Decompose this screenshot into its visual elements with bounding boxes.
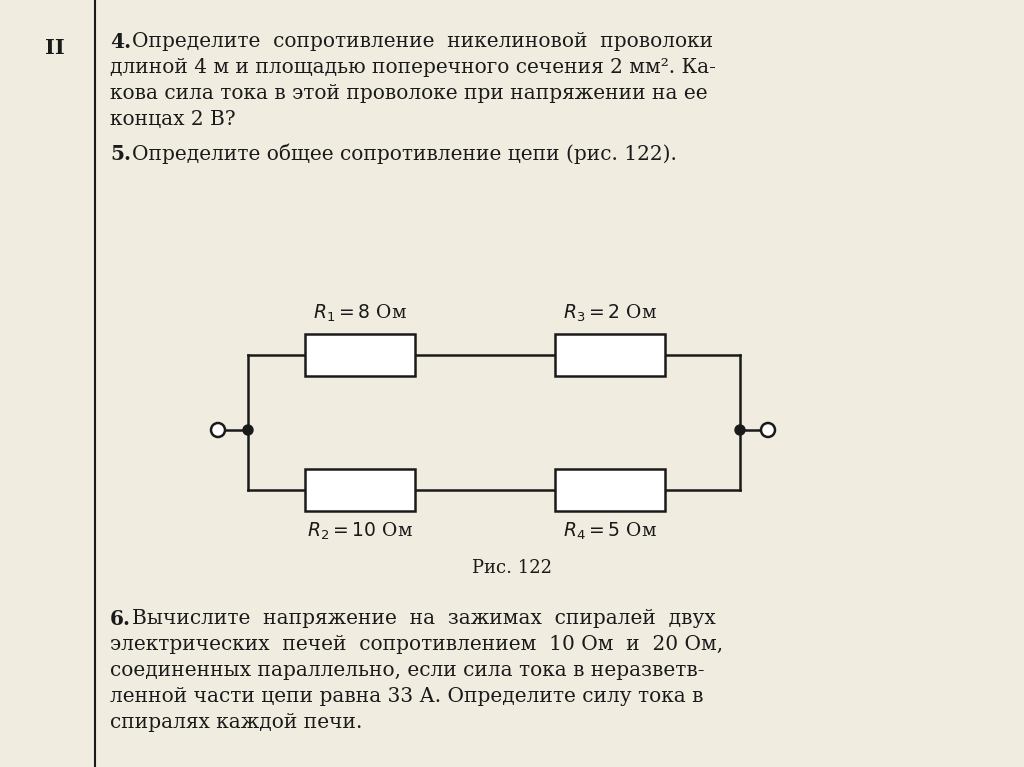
Text: II: II	[45, 38, 65, 58]
Text: Вычислите  напряжение  на  зажимах  спиралей  двух: Вычислите напряжение на зажимах спиралей…	[132, 609, 716, 628]
Circle shape	[761, 423, 775, 437]
Text: 5.: 5.	[110, 144, 131, 164]
Bar	[555, 469, 665, 511]
Circle shape	[211, 423, 225, 437]
Text: концах 2 В?: концах 2 В?	[110, 110, 236, 129]
Text: 6.: 6.	[110, 609, 131, 629]
Text: Определите общее сопротивление цепи (рис. 122).: Определите общее сопротивление цепи (рис…	[132, 144, 677, 164]
Bar	[305, 334, 415, 376]
Text: $R_1 = 8$ Ом: $R_1 = 8$ Ом	[313, 303, 408, 324]
Text: $R_2 = 10$ Ом: $R_2 = 10$ Ом	[307, 521, 413, 542]
Text: $R_3 = 2$ Ом: $R_3 = 2$ Ом	[563, 303, 657, 324]
Text: Рис. 122: Рис. 122	[472, 559, 552, 577]
Text: Определите  сопротивление  никелиновой  проволоки: Определите сопротивление никелиновой про…	[132, 32, 713, 51]
Text: 4.: 4.	[110, 32, 131, 52]
Text: электрических  печей  сопротивлением  10 Ом  и  20 Ом,: электрических печей сопротивлением 10 Ом…	[110, 635, 723, 654]
Circle shape	[735, 425, 745, 435]
Text: соединенных параллельно, если сила тока в неразветв-: соединенных параллельно, если сила тока …	[110, 661, 705, 680]
Text: кова сила тока в этой проволоке при напряжении на ее: кова сила тока в этой проволоке при напр…	[110, 84, 708, 103]
Text: ленной части цепи равна 33 А. Определите силу тока в: ленной части цепи равна 33 А. Определите…	[110, 687, 703, 706]
Bar	[305, 469, 415, 511]
Text: $R_4 = 5$ Ом: $R_4 = 5$ Ом	[563, 521, 657, 542]
Text: спиралях каждой печи.: спиралях каждой печи.	[110, 713, 362, 732]
Text: длиной 4 м и площадью поперечного сечения 2 мм². Ка-: длиной 4 м и площадью поперечного сечени…	[110, 58, 716, 77]
Bar	[555, 334, 665, 376]
Circle shape	[243, 425, 253, 435]
